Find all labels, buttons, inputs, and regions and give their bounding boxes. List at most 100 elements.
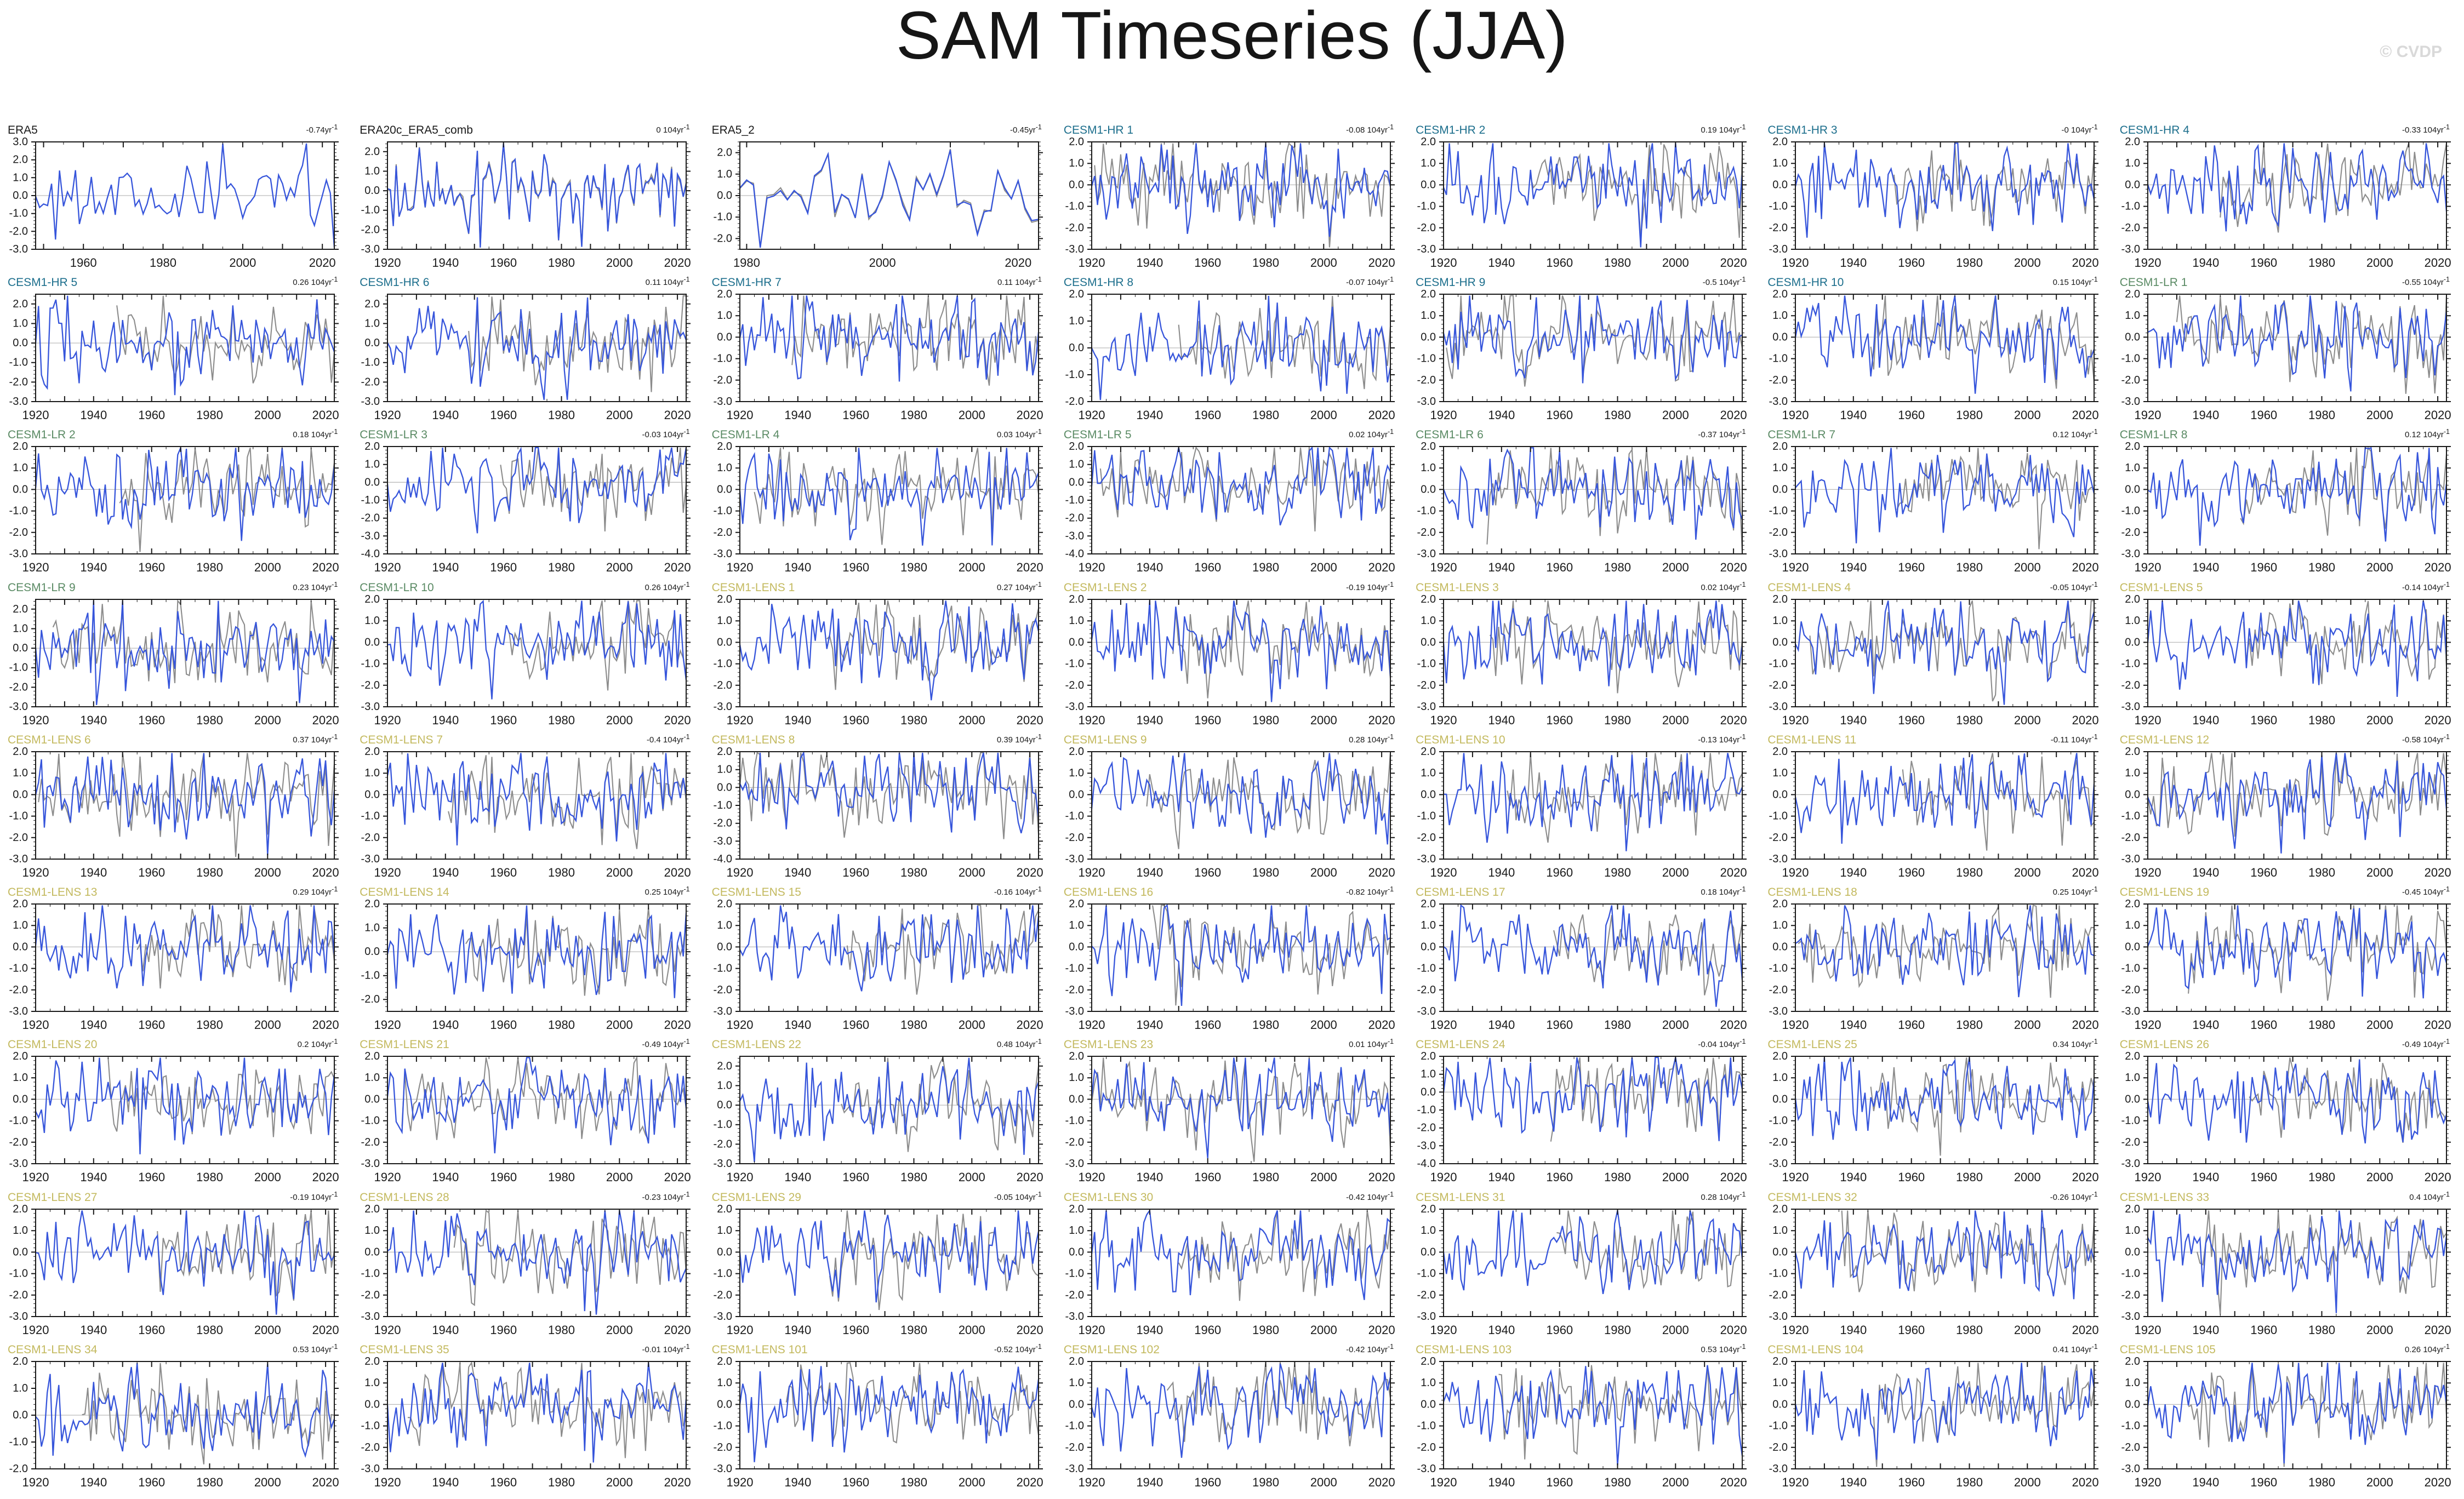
svg-text:1960: 1960 bbox=[1194, 1170, 1221, 1184]
svg-text:1960: 1960 bbox=[842, 1323, 869, 1337]
svg-text:2000: 2000 bbox=[958, 408, 985, 422]
svg-text:2000: 2000 bbox=[958, 866, 985, 879]
svg-text:2000: 2000 bbox=[1310, 1170, 1337, 1184]
svg-text:0.0: 0.0 bbox=[717, 781, 732, 793]
svg-text:1960: 1960 bbox=[842, 1018, 869, 1032]
svg-text:1.0: 1.0 bbox=[1069, 615, 1084, 627]
svg-text:1940: 1940 bbox=[80, 1018, 107, 1032]
svg-text:1980: 1980 bbox=[548, 1475, 575, 1489]
svg-text:2020: 2020 bbox=[1016, 713, 1043, 727]
svg-text:0.0: 0.0 bbox=[1773, 331, 1788, 344]
svg-text:2000: 2000 bbox=[606, 866, 633, 879]
svg-text:-1.0: -1.0 bbox=[1417, 1104, 1436, 1116]
svg-text:-1.0: -1.0 bbox=[713, 1267, 732, 1279]
svg-text:0.0: 0.0 bbox=[364, 477, 380, 489]
svg-text:0.0: 0.0 bbox=[1421, 331, 1436, 344]
svg-text:1920: 1920 bbox=[1430, 866, 1457, 879]
svg-text:0.0: 0.0 bbox=[364, 946, 380, 958]
svg-text:2000: 2000 bbox=[606, 1475, 633, 1489]
svg-text:0.0: 0.0 bbox=[1069, 179, 1084, 191]
svg-text:-1.0: -1.0 bbox=[1065, 369, 1083, 381]
svg-text:-1.0: -1.0 bbox=[2121, 657, 2140, 670]
svg-text:-2.0: -2.0 bbox=[9, 1463, 28, 1475]
svg-text:-3.0: -3.0 bbox=[9, 243, 28, 255]
svg-text:2.0: 2.0 bbox=[1773, 1050, 1788, 1062]
svg-text:2000: 2000 bbox=[606, 1170, 633, 1184]
svg-text:-2.0: -2.0 bbox=[2121, 1289, 2140, 1301]
svg-text:-1.0: -1.0 bbox=[9, 357, 28, 369]
svg-text:-3.0: -3.0 bbox=[713, 1311, 732, 1323]
svg-text:1920: 1920 bbox=[2134, 1170, 2161, 1184]
svg-text:-4.0: -4.0 bbox=[1065, 548, 1083, 560]
svg-text:1.0: 1.0 bbox=[2125, 1225, 2140, 1237]
svg-text:-1.0: -1.0 bbox=[713, 799, 732, 811]
svg-text:1980: 1980 bbox=[1956, 560, 1983, 574]
svg-text:-1.0: -1.0 bbox=[361, 1115, 380, 1127]
svg-text:1960: 1960 bbox=[1898, 713, 1925, 727]
svg-text:2020: 2020 bbox=[2424, 1475, 2451, 1489]
svg-text:-1.0: -1.0 bbox=[1417, 963, 1436, 975]
svg-text:1940: 1940 bbox=[1136, 866, 1163, 879]
svg-text:1980: 1980 bbox=[548, 560, 575, 574]
svg-text:-2.0: -2.0 bbox=[713, 232, 732, 244]
svg-text:1960: 1960 bbox=[138, 1170, 165, 1184]
svg-text:-2.0: -2.0 bbox=[1065, 679, 1083, 691]
svg-text:1940: 1940 bbox=[1136, 408, 1163, 422]
svg-text:2020: 2020 bbox=[1720, 1475, 1747, 1489]
svg-text:1980: 1980 bbox=[1956, 1018, 1983, 1032]
svg-text:0.0: 0.0 bbox=[364, 788, 380, 800]
svg-text:0.0: 0.0 bbox=[13, 1094, 28, 1106]
svg-text:-2.0: -2.0 bbox=[713, 984, 732, 996]
svg-text:1980: 1980 bbox=[1956, 256, 1983, 270]
svg-text:2020: 2020 bbox=[2072, 1018, 2099, 1032]
svg-text:-1.0: -1.0 bbox=[713, 1119, 732, 1131]
svg-text:-1.0: -1.0 bbox=[9, 1436, 28, 1448]
svg-text:2000: 2000 bbox=[1310, 713, 1337, 727]
svg-text:-1.0: -1.0 bbox=[361, 1267, 380, 1279]
svg-text:1.0: 1.0 bbox=[1069, 767, 1084, 779]
svg-text:2.0: 2.0 bbox=[1773, 440, 1788, 453]
svg-text:-2.0: -2.0 bbox=[1065, 1441, 1083, 1454]
svg-text:1.0: 1.0 bbox=[1773, 919, 1788, 931]
svg-text:2000: 2000 bbox=[2366, 1475, 2393, 1489]
svg-text:2020: 2020 bbox=[664, 713, 691, 727]
svg-text:1960: 1960 bbox=[138, 560, 165, 574]
svg-text:0.0: 0.0 bbox=[13, 941, 28, 953]
svg-text:1960: 1960 bbox=[2250, 1018, 2277, 1032]
svg-text:1960: 1960 bbox=[2250, 866, 2277, 879]
svg-text:-2.0: -2.0 bbox=[1417, 222, 1436, 234]
svg-text:-2.0: -2.0 bbox=[1769, 527, 1788, 539]
svg-text:-3.0: -3.0 bbox=[713, 1158, 732, 1170]
svg-text:1920: 1920 bbox=[1782, 1018, 1809, 1032]
svg-text:-2.0: -2.0 bbox=[2121, 222, 2140, 234]
svg-text:1.0: 1.0 bbox=[1421, 310, 1436, 322]
svg-text:1920: 1920 bbox=[1430, 408, 1457, 422]
svg-text:-3.0: -3.0 bbox=[713, 548, 732, 560]
svg-text:1.0: 1.0 bbox=[364, 318, 380, 330]
svg-text:-2.0: -2.0 bbox=[1065, 222, 1083, 234]
svg-text:0.0: 0.0 bbox=[2125, 484, 2140, 496]
svg-text:-2.0: -2.0 bbox=[1065, 512, 1083, 524]
svg-text:1920: 1920 bbox=[1782, 1475, 1809, 1489]
svg-text:1960: 1960 bbox=[490, 1323, 517, 1337]
svg-text:0.0: 0.0 bbox=[1773, 788, 1788, 800]
svg-text:-2.0: -2.0 bbox=[1769, 374, 1788, 386]
svg-text:2020: 2020 bbox=[664, 408, 691, 422]
svg-text:1.0: 1.0 bbox=[1421, 462, 1436, 474]
svg-text:1980: 1980 bbox=[1956, 1475, 1983, 1489]
svg-text:0.0: 0.0 bbox=[717, 1246, 732, 1258]
svg-text:1920: 1920 bbox=[1078, 866, 1105, 879]
svg-text:1960: 1960 bbox=[138, 1323, 165, 1337]
svg-text:1920: 1920 bbox=[2134, 1475, 2161, 1489]
svg-text:0.0: 0.0 bbox=[1773, 636, 1788, 648]
svg-text:-3.0: -3.0 bbox=[713, 1463, 732, 1475]
svg-text:1980: 1980 bbox=[2308, 866, 2335, 879]
svg-text:1980: 1980 bbox=[1956, 713, 1983, 727]
svg-text:0.0: 0.0 bbox=[2125, 941, 2140, 953]
svg-text:0.0: 0.0 bbox=[717, 484, 732, 496]
svg-text:2.0: 2.0 bbox=[1069, 288, 1084, 300]
svg-text:-2.0: -2.0 bbox=[1417, 984, 1436, 996]
svg-text:1960: 1960 bbox=[2250, 1170, 2277, 1184]
svg-text:1920: 1920 bbox=[726, 1323, 753, 1337]
svg-text:1.0: 1.0 bbox=[1773, 310, 1788, 322]
